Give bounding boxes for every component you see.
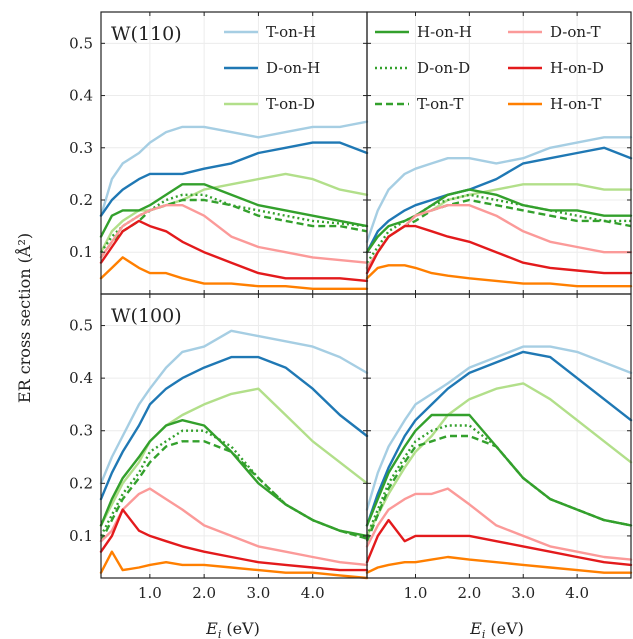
series-line-d-on-d bbox=[366, 193, 631, 264]
x-tick-label: 1.0 bbox=[138, 584, 162, 602]
legend-label-d-on-t: D-on-T bbox=[550, 23, 601, 41]
legend-label-h-on-h: H-on-H bbox=[417, 23, 472, 41]
series-line-h-on-d bbox=[365, 518, 633, 567]
tick-layer: 0.1 0.2 0.3 0.4 0.5 0.1 0.2 0.3 0.4 0.5 1.0 2.0 3.0 4… bbox=[69, 12, 631, 602]
legend-label-d-on-d: D-on-D bbox=[417, 59, 470, 77]
series-line-d-on-h bbox=[365, 350, 633, 527]
series-line-h-on-t bbox=[365, 555, 633, 574]
series-line-t-on-d bbox=[99, 172, 369, 254]
series-line-h-on-d bbox=[365, 224, 633, 275]
legend-label-d-on-h: D-on-H bbox=[266, 59, 320, 77]
x-tick-label: 3.0 bbox=[511, 584, 535, 602]
x-tick-label: 2.0 bbox=[457, 584, 481, 602]
legend-label-t-on-d: T-on-D bbox=[266, 95, 315, 113]
series-line-d-on-d bbox=[99, 429, 368, 540]
panel-label: W(110) bbox=[111, 23, 182, 45]
panel-frame bbox=[100, 11, 368, 295]
series-line-d-on-h bbox=[99, 355, 369, 501]
series-line-t-on-h bbox=[99, 120, 369, 217]
y-tick-label: 0.3 bbox=[69, 422, 93, 440]
panel-label: W(100) bbox=[111, 305, 182, 327]
series-line-d-on-h bbox=[99, 141, 369, 217]
series-line-d-on-t bbox=[99, 487, 369, 567]
series-line-t-on-h bbox=[365, 345, 633, 511]
y-tick-label: 0.4 bbox=[69, 369, 93, 387]
legend-label-t-on-t: T-on-T bbox=[417, 95, 463, 113]
series-line-t-on-t bbox=[366, 198, 632, 269]
x-tick-label: 3.0 bbox=[246, 584, 270, 602]
y-tick-label: 0.1 bbox=[69, 243, 93, 261]
series-line-t-on-h bbox=[365, 136, 633, 244]
series-line-d-on-d bbox=[100, 193, 368, 253]
panel-frame bbox=[366, 293, 632, 579]
panel-frame bbox=[100, 293, 368, 579]
x-tick-label: 1.0 bbox=[404, 584, 428, 602]
x-axis-label-left: Ei (eV) bbox=[205, 619, 260, 639]
legend-label-t-on-h: T-on-H bbox=[266, 23, 316, 41]
series-line-t-on-h bbox=[99, 329, 369, 485]
series-line-t-on-t bbox=[365, 434, 632, 542]
series-line-t-on-t bbox=[99, 440, 368, 542]
y-tick-label: 0.2 bbox=[69, 191, 93, 209]
x-tick-label: 2.0 bbox=[192, 584, 216, 602]
series-line-d-on-t bbox=[365, 203, 633, 270]
legend-label-h-on-d: H-on-D bbox=[550, 59, 604, 77]
y-tick-label: 0.4 bbox=[69, 87, 93, 105]
y-tick-label: 0.1 bbox=[69, 527, 93, 545]
y-tick-label: 0.5 bbox=[69, 317, 93, 335]
panel-labels: W(110) W(100) bbox=[111, 23, 182, 327]
legend: T-on-H D-on-H T-on-D H-on-H D-on-D T-on-T D-on… bbox=[224, 23, 604, 113]
x-tick-label: 4.0 bbox=[565, 584, 589, 602]
y-tick-label: 0.3 bbox=[69, 139, 93, 157]
series-line-h-on-d bbox=[99, 219, 369, 283]
series-line-h-on-t bbox=[99, 550, 369, 580]
x-tick-label: 4.0 bbox=[301, 584, 325, 602]
series-line-t-on-d bbox=[99, 387, 369, 527]
series-line-d-on-t bbox=[99, 203, 369, 264]
y-axis-label: ER cross section (Å²) bbox=[14, 233, 34, 403]
series-line-h-on-h bbox=[99, 419, 369, 538]
series-line-t-on-d bbox=[365, 382, 633, 538]
series-line-h-on-t bbox=[365, 264, 633, 288]
y-tick-label: 0.2 bbox=[69, 474, 93, 492]
series-line-h-on-h bbox=[99, 183, 369, 238]
legend-label-h-on-t: H-on-T bbox=[550, 95, 601, 113]
series-line-h-on-d bbox=[99, 508, 369, 572]
y-tick-label: 0.5 bbox=[69, 34, 93, 52]
series-layer bbox=[99, 120, 633, 580]
x-axis-label-right: Ei (eV) bbox=[469, 619, 524, 639]
series-line-d-on-t bbox=[365, 487, 633, 561]
series-line-h-on-h bbox=[365, 188, 633, 254]
series-line-h-on-t bbox=[99, 256, 369, 290]
frame-layer bbox=[100, 11, 632, 579]
panel-frame bbox=[366, 11, 632, 295]
